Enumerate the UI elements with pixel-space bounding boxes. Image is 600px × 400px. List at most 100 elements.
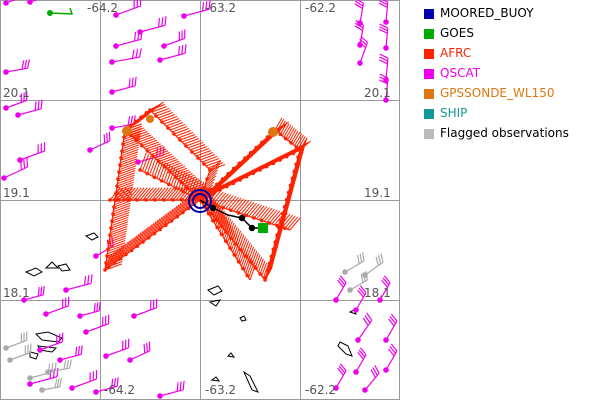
legend-item-moored-buoy[interactable]: MOORED_BUOY — [418, 4, 598, 24]
storm-track-point — [238, 214, 246, 222]
lon-label-bottom: -63.2 — [205, 383, 236, 397]
qscat-wind-barb — [333, 363, 347, 391]
moored-buoy-marker[interactable] — [188, 189, 212, 213]
legend-item-ship[interactable]: SHIP — [418, 104, 598, 124]
afrc-flight-leg — [273, 117, 308, 151]
island — [337, 341, 353, 357]
qscat-wind-barb — [3, 91, 28, 111]
legend-label: MOORED_BUOY — [440, 6, 534, 20]
qscat-wind-barb — [15, 99, 43, 118]
lat-label-left: 18.1 — [3, 286, 30, 300]
qscat-wind-barb — [161, 29, 186, 49]
lon-label-top: -63.2 — [205, 1, 236, 15]
qscat-wind-barb — [3, 0, 16, 6]
qscat-wind-barb — [383, 313, 398, 343]
flagged-observations — [3, 252, 384, 393]
flagged-wind-barb — [27, 362, 57, 381]
lon-label-top: -64.2 — [87, 1, 118, 15]
goes-marker[interactable] — [258, 223, 268, 233]
qscat-wind-barb — [362, 365, 380, 393]
qscat-wind-barb — [333, 275, 347, 303]
qscat-wind-barb — [103, 338, 130, 359]
island — [29, 351, 39, 360]
afrc-flight-leg — [198, 187, 301, 231]
qscat-wind-barb — [21, 285, 45, 303]
qscat-wind-barb — [383, 343, 398, 373]
flagged-wind-barb — [347, 271, 368, 293]
afrc-flight-barbs — [103, 101, 312, 282]
flagged-wind-barb — [3, 331, 28, 351]
legend-swatch — [424, 49, 434, 59]
observation-map: -64.2 -63.2 -62.2 -64.2 -63.2 -62.2 20.1… — [0, 0, 400, 400]
afrc-flight-leg — [103, 123, 143, 272]
longitude-labels-top: -64.2 -63.2 -62.2 — [87, 1, 336, 15]
moored-buoy-ring-inner — [192, 193, 208, 209]
island — [226, 352, 236, 358]
qscat-wind-barb — [181, 0, 211, 19]
storm-track — [199, 199, 262, 232]
lon-label-top: -62.2 — [305, 1, 336, 15]
island — [24, 267, 43, 277]
qscat-wind-barb — [63, 274, 93, 293]
qscat-wind-barb — [77, 301, 101, 319]
qscat-wind-barb — [355, 312, 373, 343]
qscat-wind-barb — [353, 285, 367, 313]
legend-label: AFRC — [440, 46, 472, 60]
qscat-wind-barb — [113, 0, 142, 18]
qscat-wind-barb — [1, 157, 29, 181]
island — [44, 261, 60, 269]
moored-buoy-ring-outer — [188, 189, 212, 213]
island — [207, 285, 223, 296]
lat-label-right: 20.1 — [364, 86, 391, 100]
latitude-labels-right: 20.1 19.1 18.1 — [364, 86, 391, 300]
qscat-wind-barb — [57, 345, 83, 363]
island — [57, 263, 71, 272]
legend-item-afrc[interactable]: AFRC — [418, 44, 598, 64]
qscat-wind-barb — [43, 296, 70, 317]
qscat-wind-barb — [379, 73, 389, 103]
legend-label: GOES — [440, 26, 474, 40]
legend-swatch — [424, 69, 434, 79]
qscat-wind-barb — [354, 20, 365, 48]
qscat-wind-barb — [157, 380, 185, 399]
legend-swatch — [424, 9, 434, 19]
lat-label-right: 18.1 — [364, 286, 391, 300]
qscat-wind-barb — [87, 131, 111, 153]
legend-swatch — [424, 89, 434, 99]
island — [84, 232, 99, 241]
legend-swatch — [424, 129, 434, 139]
qscat-wind-barb — [137, 16, 167, 35]
qscat-wind-barb — [378, 23, 389, 51]
qscat-wind-barb — [83, 314, 110, 335]
gpssonde-marker[interactable] — [268, 127, 278, 137]
afrc-flight-leg — [104, 184, 206, 271]
qscat-wind-barb — [109, 48, 142, 65]
qscat-wind-barb — [353, 347, 367, 375]
legend: MOORED_BUOY GOES AFRC QSCAT GPSSONDE_WL1… — [418, 4, 598, 144]
legend-item-flagged[interactable]: Flagged observations — [418, 124, 598, 144]
legend-item-gpssonde[interactable]: GPSSONDE_WL150 — [418, 84, 598, 104]
flagged-wind-barb — [39, 377, 62, 393]
legend-item-qscat[interactable]: QSCAT — [418, 64, 598, 84]
lon-label-bottom: -62.2 — [305, 383, 336, 397]
afrc-flight-leg — [123, 101, 165, 132]
latitude-labels-left: 20.1 19.1 18.1 — [3, 86, 30, 300]
qscat-wind-barb — [377, 275, 391, 303]
island — [242, 370, 259, 393]
qscat-wind-barb — [3, 59, 30, 75]
qscat-wind-barb — [357, 35, 369, 66]
gpssonde-marker[interactable] — [122, 126, 132, 136]
lon-label-bottom: -64.2 — [104, 383, 135, 397]
island — [210, 376, 221, 382]
qscat-wind-barb — [69, 370, 98, 391]
gpssonde-markers — [122, 115, 278, 137]
longitude-labels-bottom: -64.2 -63.2 -62.2 — [104, 383, 336, 397]
goes-barb-topleft — [49, 7, 74, 15]
gpssonde-marker[interactable] — [146, 115, 154, 123]
storm-track-point — [248, 224, 256, 232]
lat-label-left: 19.1 — [3, 186, 30, 200]
legend-item-goes[interactable]: GOES — [418, 24, 598, 44]
legend-label: GPSSONDE_WL150 — [440, 86, 555, 100]
qscat-wind-barb — [127, 341, 151, 363]
flagged-wind-barb — [45, 359, 72, 375]
